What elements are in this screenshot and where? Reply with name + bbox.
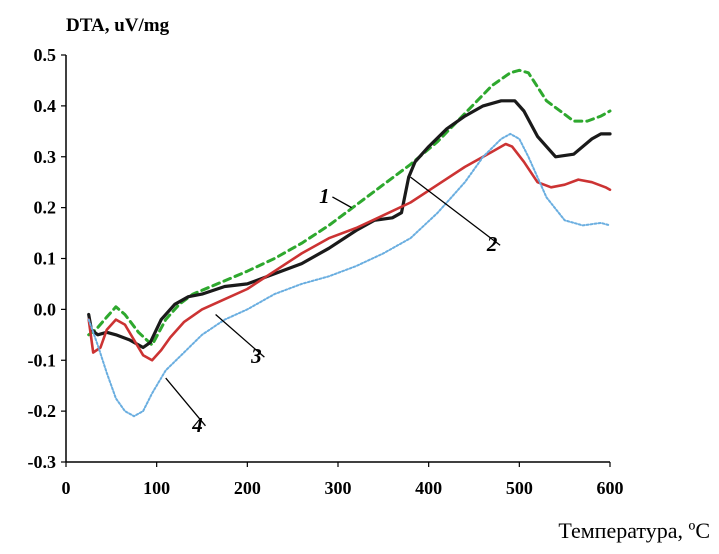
curve-label-leader	[215, 313, 265, 358]
y-tick-label: 0.1	[34, 249, 57, 269]
x-tick-label: 300	[325, 478, 352, 498]
curve-labels: 1 2 3 4	[165, 176, 501, 437]
y-tick-label: -0.1	[28, 350, 57, 370]
curve-label-leader	[332, 196, 352, 209]
y-axis-label: DTA, uV/mg	[66, 15, 170, 36]
curve-label-3: 3	[250, 344, 262, 368]
curve-label-2: 2	[486, 232, 498, 256]
x-tick-label: 200	[234, 478, 261, 498]
y-tick-label: 0.0	[34, 299, 57, 319]
series-line-1	[87, 68, 612, 347]
y-tick-label: 0.3	[34, 147, 57, 167]
y-tick-label: 0.5	[34, 45, 57, 65]
y-tick-label: -0.3	[28, 452, 57, 472]
x-tick-label: 0	[62, 478, 71, 498]
y-tick-label: -0.2	[28, 401, 57, 421]
curve-label-leader	[165, 377, 206, 427]
series-line-4	[87, 132, 611, 418]
x-tick-label: 400	[415, 478, 442, 498]
axes	[61, 54, 611, 467]
x-tick-label: 100	[143, 478, 170, 498]
curve-label-4: 4	[191, 413, 203, 437]
curve-label-leader	[410, 176, 501, 246]
series-line-3	[87, 142, 612, 362]
y-tick-label: 0.4	[34, 96, 57, 116]
curve-label-1: 1	[319, 184, 330, 208]
x-axis-label: Температура, ºС	[558, 518, 710, 543]
tick-labels: 0 100 200 300 400 500 600 0.5 0.4 0.3 0.2 0.1 0.0 -0.…	[28, 45, 624, 498]
x-tick-label: 500	[506, 478, 533, 498]
x-tick-label: 600	[597, 478, 624, 498]
y-tick-label: 0.2	[34, 198, 57, 218]
series-line-2	[87, 99, 612, 350]
series-lines	[87, 68, 612, 418]
